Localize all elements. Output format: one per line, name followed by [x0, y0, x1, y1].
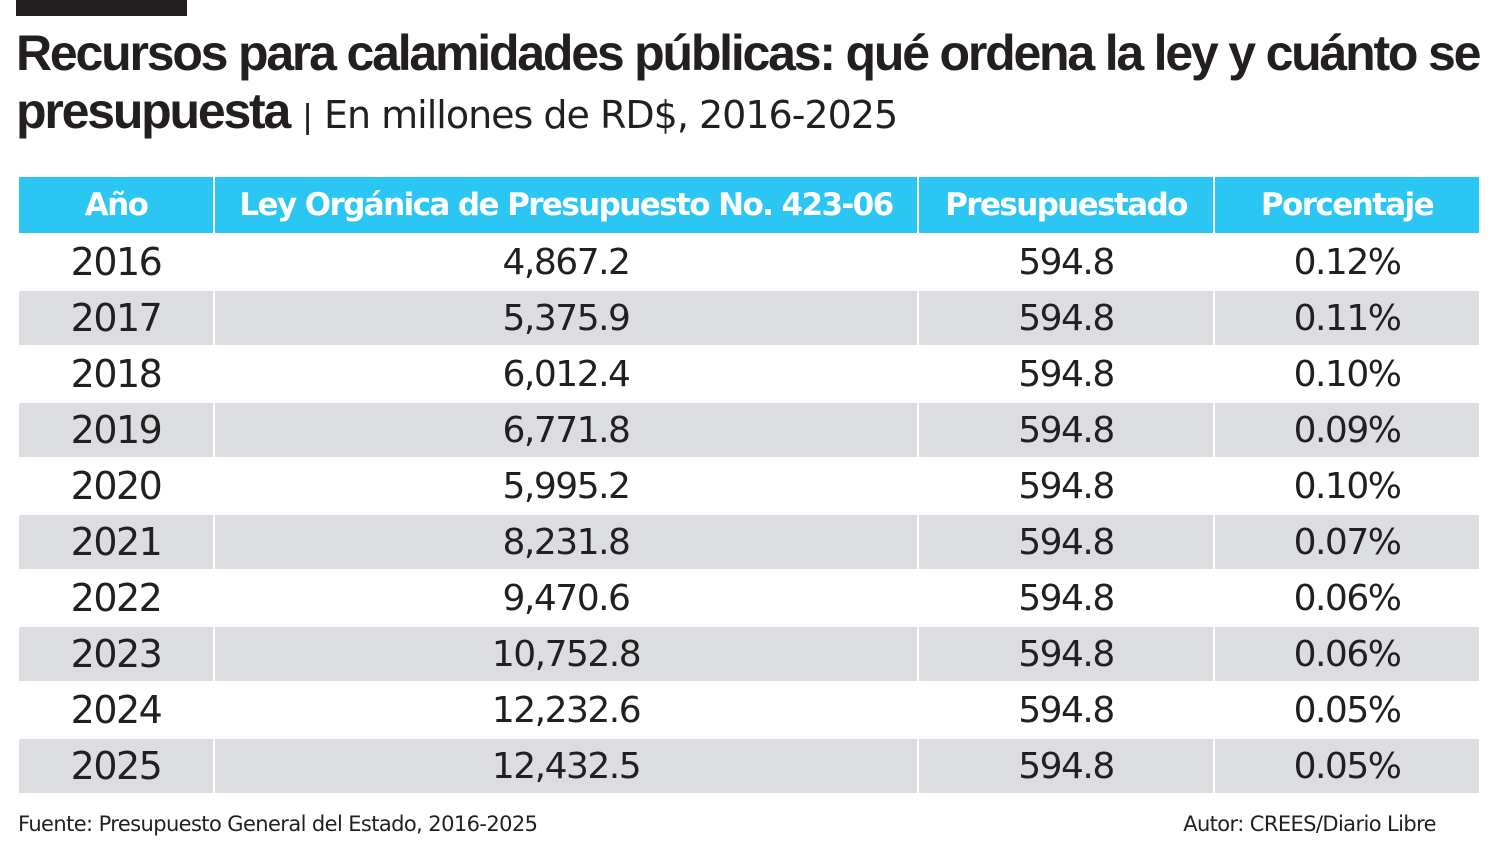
- cell-porcentaje: 0.11%: [1215, 291, 1479, 345]
- table-header-row: Año Ley Orgánica de Presupuesto No. 423-0…: [19, 177, 1479, 233]
- cell-ley: 12,232.6: [491, 689, 642, 731]
- cell-presupuestado: 594.8: [1018, 241, 1115, 283]
- cell-presupuestado: 594.8: [919, 403, 1213, 457]
- table-row: 2021 8,231.8 594.8 0.07%: [19, 515, 1479, 569]
- cell-year: 2018: [70, 352, 163, 396]
- cell-presupuestado: 594.8: [919, 627, 1213, 681]
- cell-presupuestado: 594.8: [1018, 689, 1115, 731]
- cell-porcentaje: 0.06%: [1293, 577, 1402, 619]
- table-row: 2018 6,012.4 594.8 0.10%: [19, 347, 1479, 401]
- cell-porcentaje: 0.05%: [1293, 689, 1402, 731]
- cell-presupuestado: 594.8: [1018, 353, 1115, 395]
- cell-year: 2019: [19, 403, 213, 457]
- cell-porcentaje: 0.05%: [1215, 739, 1479, 793]
- author-note: Autor: CREES/Diario Libre: [1183, 812, 1436, 836]
- cell-year: 2025: [19, 739, 213, 793]
- table-row: 2024 12,232.6 594.8 0.05%: [19, 683, 1479, 737]
- cell-presupuestado: 594.8: [919, 291, 1213, 345]
- cell-ley: 5,995.2: [502, 465, 631, 507]
- table-row: 2023 10,752.8 594.8 0.06%: [19, 627, 1479, 681]
- cell-year: 2022: [70, 576, 163, 620]
- header-ley: Ley Orgánica de Presupuesto No. 423-06: [215, 177, 917, 233]
- data-table: Año Ley Orgánica de Presupuesto No. 423-0…: [17, 175, 1481, 795]
- header-year: Año: [19, 177, 213, 233]
- table-row: 2017 5,375.9 594.8 0.11%: [19, 291, 1479, 345]
- title-text: Recursos para calamidades públicas: qué …: [16, 25, 1481, 139]
- table-row: 2016 4,867.2 594.8 0.12%: [19, 235, 1479, 289]
- cell-ley: 4,867.2: [502, 241, 631, 283]
- table-row: 2019 6,771.8 594.8 0.09%: [19, 403, 1479, 457]
- page-title: Recursos para calamidades públicas: qué …: [16, 24, 1486, 146]
- cell-ley: 5,375.9: [215, 291, 917, 345]
- cell-porcentaje: 0.09%: [1215, 403, 1479, 457]
- cell-year: 2020: [70, 464, 163, 508]
- cell-presupuestado: 594.8: [919, 739, 1213, 793]
- table-row: 2022 9,470.6 594.8 0.06%: [19, 571, 1479, 625]
- cell-year: 2017: [19, 291, 213, 345]
- title-separator: |: [303, 98, 312, 136]
- cell-ley: 10,752.8: [215, 627, 917, 681]
- cell-porcentaje: 0.12%: [1293, 241, 1402, 283]
- subtitle: En millones de RD$, 2016-2025: [323, 93, 898, 137]
- cell-porcentaje: 0.10%: [1293, 353, 1402, 395]
- cell-ley: 6,771.8: [215, 403, 917, 457]
- cell-porcentaje: 0.06%: [1215, 627, 1479, 681]
- top-accent-bar: [16, 0, 187, 16]
- cell-porcentaje: 0.07%: [1215, 515, 1479, 569]
- table-row: 2020 5,995.2 594.8 0.10%: [19, 459, 1479, 513]
- header-presupuestado: Presupuestado: [919, 177, 1213, 233]
- cell-ley: 6,012.4: [502, 353, 631, 395]
- cell-ley: 8,231.8: [215, 515, 917, 569]
- cell-presupuestado: 594.8: [1018, 577, 1115, 619]
- cell-presupuestado: 594.8: [919, 515, 1213, 569]
- cell-ley: 12,432.5: [215, 739, 917, 793]
- cell-presupuestado: 594.8: [1018, 465, 1115, 507]
- cell-porcentaje: 0.10%: [1293, 465, 1402, 507]
- table-row: 2025 12,432.5 594.8 0.05%: [19, 739, 1479, 793]
- cell-year: 2024: [70, 688, 163, 732]
- header-porcentaje: Porcentaje: [1215, 177, 1479, 233]
- cell-ley: 9,470.6: [502, 577, 631, 619]
- cell-year: 2023: [19, 627, 213, 681]
- cell-year: 2016: [70, 240, 163, 284]
- cell-year: 2021: [19, 515, 213, 569]
- source-note: Fuente: Presupuesto General del Estado, …: [18, 812, 538, 836]
